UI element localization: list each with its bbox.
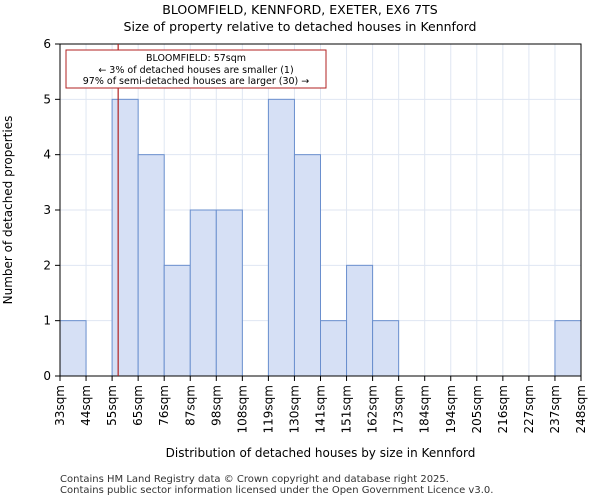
annotation-box: BLOOMFIELD: 57sqm ← 3% of detached house…	[65, 49, 327, 89]
footer-copyright: Contains HM Land Registry data © Crown c…	[60, 474, 449, 485]
x-tick-label: 141sqm	[314, 385, 328, 433]
histogram-bar	[267, 98, 295, 377]
histogram-bar	[372, 320, 400, 377]
x-tick-label: 87sqm	[183, 385, 197, 426]
chart-title: BLOOMFIELD, KENNFORD, EXETER, EX6 7TS	[162, 2, 438, 17]
x-tick-label: 216sqm	[496, 385, 510, 433]
y-tick-label: 4	[43, 148, 51, 162]
x-tick-label: 98sqm	[209, 385, 223, 426]
y-axis-label: Number of detached properties	[1, 116, 15, 305]
histogram-bar	[320, 320, 348, 377]
y-tick-label: 2	[43, 258, 51, 272]
annotation-line-3: 97% of semi-detached houses are larger (…	[83, 76, 310, 87]
footer-licence: Contains public sector information licen…	[60, 485, 494, 496]
y-tick-label: 6	[43, 37, 51, 51]
x-axis-ticks: 33sqm 44sqm 55sqm 65sqm 76sqm 87sqm 98sqm 108sq…	[53, 376, 588, 433]
x-tick-label: 151sqm	[340, 385, 354, 433]
y-axis-ticks: 0 1 2 3 4 5 6	[43, 37, 60, 383]
x-tick-label: 184sqm	[418, 385, 432, 433]
x-tick-label: 205sqm	[470, 385, 484, 433]
annotation-line-1: BLOOMFIELD: 57sqm	[146, 53, 246, 64]
x-tick-label: 44sqm	[79, 385, 93, 426]
x-tick-label: 194sqm	[444, 385, 458, 433]
histogram-bar	[346, 264, 374, 377]
histogram-bar	[189, 209, 217, 377]
x-tick-label: 237sqm	[548, 385, 562, 433]
y-tick-label: 1	[43, 314, 51, 328]
histogram-bar	[163, 264, 191, 377]
annotation-border	[65, 49, 327, 89]
histogram-bar	[554, 320, 582, 377]
y-tick-label: 3	[43, 203, 51, 217]
y-tick-label: 5	[43, 92, 51, 106]
annotation-line-2: ← 3% of detached houses are smaller (1)	[98, 65, 293, 76]
x-tick-label: 55sqm	[105, 385, 119, 426]
x-tick-label: 108sqm	[235, 385, 249, 433]
x-tick-label: 173sqm	[392, 385, 406, 433]
x-tick-label: 33sqm	[53, 385, 67, 426]
histogram-bar	[137, 154, 165, 377]
x-tick-label: 162sqm	[366, 385, 380, 433]
histogram-bar	[59, 320, 87, 377]
x-axis-label: Distribution of detached houses by size …	[166, 446, 476, 460]
x-tick-label: 227sqm	[522, 385, 536, 433]
chart-subtitle: Size of property relative to detached ho…	[123, 19, 477, 34]
histogram-bar	[293, 154, 322, 377]
x-tick-label: 130sqm	[287, 385, 301, 433]
histogram-bar	[111, 98, 139, 377]
y-tick-label: 0	[43, 369, 51, 383]
x-tick-label: 119sqm	[261, 385, 275, 433]
histogram-bar	[215, 209, 243, 377]
x-tick-label: 65sqm	[131, 385, 145, 426]
x-tick-label: 248sqm	[574, 385, 588, 433]
x-tick-label: 76sqm	[157, 385, 171, 426]
